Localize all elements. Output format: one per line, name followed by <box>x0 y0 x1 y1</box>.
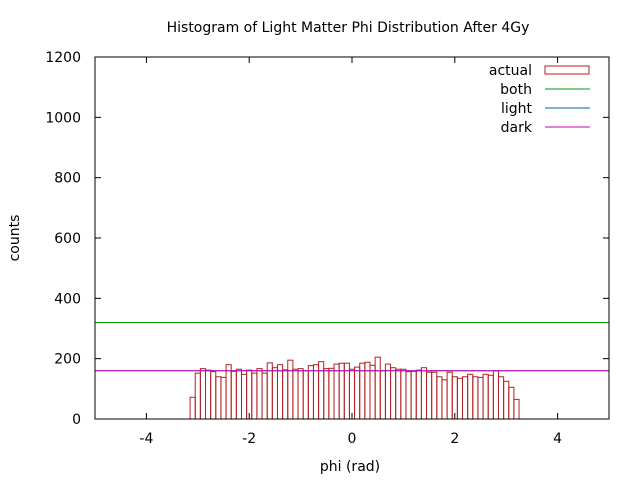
histogram-bar <box>482 373 489 420</box>
histogram-bar <box>307 365 314 420</box>
histogram-bar <box>328 367 335 420</box>
reference-lines <box>95 321 609 372</box>
histogram-bar <box>456 377 464 420</box>
y-tick-label: 200 <box>54 352 81 368</box>
histogram-bar <box>426 371 433 420</box>
histogram-bar <box>446 371 453 420</box>
histogram-bar <box>513 398 520 420</box>
x-tick-label: 4 <box>553 431 562 447</box>
histogram-bar <box>189 396 196 420</box>
histogram-bar <box>492 370 499 420</box>
axis-ticks: -4 -2 0 2 4 0 200 400 600 800 1000 1200 <box>45 50 609 447</box>
histogram-bar <box>215 376 222 420</box>
legend-label-both: both <box>500 82 532 98</box>
histogram-bar <box>282 369 289 420</box>
histogram-bar <box>251 372 258 420</box>
y-tick-label: 0 <box>72 412 81 428</box>
histogram-bar <box>210 371 217 420</box>
y-tick-label: 800 <box>54 171 81 187</box>
histogram-bar <box>384 363 392 420</box>
histogram-bar <box>338 362 345 420</box>
legend: actual both light dark <box>489 63 590 136</box>
histogram-bar <box>472 376 479 420</box>
histogram-bar <box>302 370 309 420</box>
histogram-bar <box>467 373 474 420</box>
histogram-bar <box>261 372 268 420</box>
legend-label-dark: dark <box>501 120 533 136</box>
histogram-bar <box>205 369 212 420</box>
histogram-bar <box>420 367 428 420</box>
histogram-bar <box>312 364 320 420</box>
histogram-bar <box>400 368 407 420</box>
histogram-bar <box>271 367 278 420</box>
x-tick-label: -4 <box>139 431 153 447</box>
legend-swatch-actual <box>544 65 590 75</box>
histogram-bar <box>369 364 376 420</box>
histogram-bar <box>508 386 515 420</box>
legend-label-light: light <box>501 101 533 117</box>
histogram-bar <box>323 368 330 420</box>
histogram-bar <box>451 376 458 420</box>
x-axis-label: phi (rad) <box>320 459 380 475</box>
histogram-bar <box>390 367 397 420</box>
histogram-bar <box>287 359 294 420</box>
x-tick-label: 2 <box>450 431 459 447</box>
histogram-bar <box>333 363 340 420</box>
histogram-bar <box>410 370 417 420</box>
histogram-bar <box>256 368 263 420</box>
histogram-bar <box>220 376 227 420</box>
histogram-bar <box>276 364 284 420</box>
histogram-bar <box>240 373 248 420</box>
histogram-bar <box>246 369 253 420</box>
histogram-bar <box>441 379 448 420</box>
histogram-bar <box>230 370 237 420</box>
histogram-bar <box>379 370 386 420</box>
histogram-bar <box>503 380 510 420</box>
y-tick-label: 1200 <box>45 50 81 66</box>
legend-label-actual: actual <box>489 63 532 79</box>
histogram-bar <box>415 369 422 420</box>
histogram-bar <box>436 376 443 420</box>
x-tick-label: -2 <box>242 431 256 447</box>
histogram-bar <box>199 368 207 420</box>
histogram-bar <box>266 362 273 420</box>
histogram-bar <box>395 368 402 420</box>
histogram-bar <box>477 376 484 420</box>
histogram-bar <box>348 368 356 420</box>
histogram-bar <box>225 364 232 420</box>
histogram-bar <box>487 374 494 420</box>
histogram-bar <box>374 356 381 420</box>
histogram-bar <box>194 372 201 420</box>
histogram-bar <box>497 376 505 420</box>
histogram-bar <box>292 368 299 420</box>
y-tick-label: 400 <box>54 291 81 307</box>
y-tick-label: 1000 <box>45 110 81 126</box>
chart-title: Histogram of Light Matter Phi Distributi… <box>167 20 530 36</box>
histogram-bar <box>343 362 350 420</box>
y-tick-label: 600 <box>54 231 81 247</box>
histogram-bar <box>462 376 469 420</box>
y-axis-label: counts <box>7 215 23 262</box>
histogram-bars <box>189 356 520 420</box>
x-tick-label: 0 <box>348 431 357 447</box>
histogram-bar <box>297 368 304 420</box>
histogram-bar <box>235 368 242 420</box>
histogram-bar <box>354 366 361 420</box>
histogram-bar <box>431 371 438 420</box>
histogram-bar <box>405 371 412 420</box>
histogram-bar <box>359 362 366 420</box>
